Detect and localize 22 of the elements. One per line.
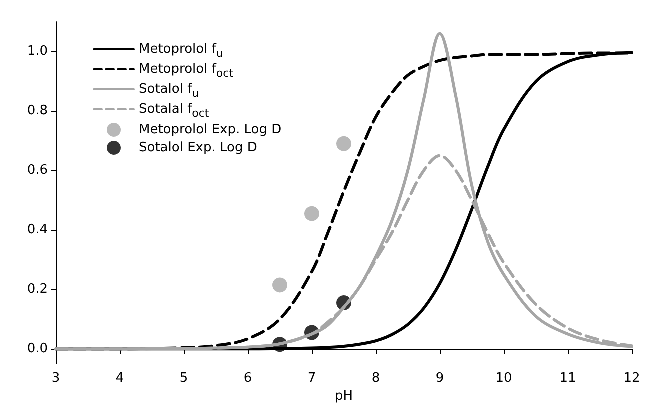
x-tick-label: 11 [560, 371, 576, 386]
legend-label: Metoprolol Exp. Log D [139, 122, 282, 138]
legend-label: Sotalol Exp. Log D [139, 140, 258, 156]
y-tick-label: 1.0 [27, 44, 48, 60]
y-tick-label: 0.8 [27, 104, 48, 119]
y-tick-label: 0.0 [27, 342, 48, 357]
x-tick-label: 7 [308, 371, 316, 386]
x-tick-label: 12 [624, 371, 640, 386]
x-tick-label: 10 [496, 371, 512, 386]
point [336, 136, 352, 152]
x-tick-label: 6 [244, 371, 252, 386]
x-tick-label: 9 [436, 371, 444, 386]
point [304, 206, 320, 222]
x-tick-label: 3 [52, 371, 60, 386]
x-tick-label: 5 [180, 371, 188, 386]
x-tick-label: 8 [372, 371, 380, 386]
y-tick-label: 0.2 [27, 282, 48, 298]
y-tick-label: 0.6 [27, 163, 48, 178]
x-axis-title: pH [334, 388, 354, 404]
x-tick-label: 4 [116, 371, 124, 386]
y-tick-label: 0.4 [27, 222, 48, 238]
point [272, 278, 288, 293]
